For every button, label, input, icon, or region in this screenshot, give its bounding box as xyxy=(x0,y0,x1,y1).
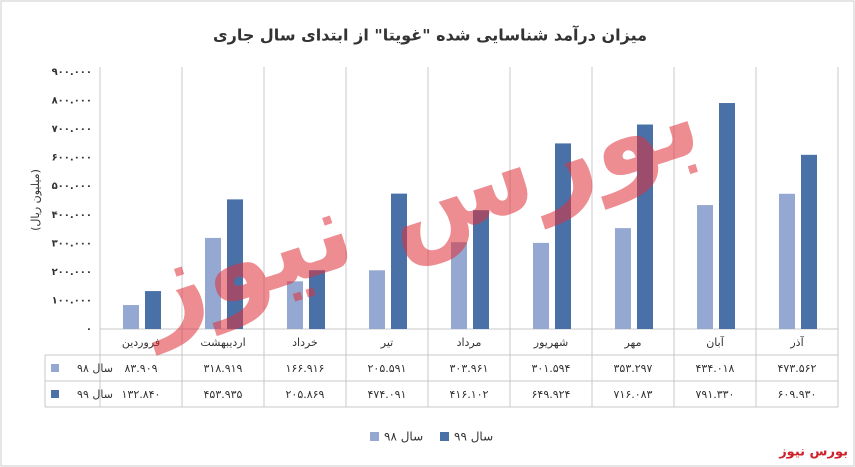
bar xyxy=(719,103,735,330)
table-cell: ۳۵۳.۲۹۷ xyxy=(614,362,653,375)
bar xyxy=(369,270,385,329)
bar xyxy=(205,237,221,329)
y-tick-label: ۸۰۰.۰۰۰ xyxy=(52,96,92,107)
table-row-header: سال ۹۸ xyxy=(77,362,113,375)
bar xyxy=(145,291,161,329)
table-cell: ۴۳۴.۰۱۸ xyxy=(696,362,735,375)
table-cell: ۸۳.۹۰۹ xyxy=(124,362,157,375)
table-cell: ۷۹۱.۳۳۰ xyxy=(696,388,735,401)
table-cell: ۱۳۲.۸۴۰ xyxy=(122,388,161,401)
bar xyxy=(801,154,817,329)
bar xyxy=(391,193,407,329)
table-cell: ۶۰۹.۹۳۰ xyxy=(778,388,817,401)
table-cell: ۳۱۸.۹۱۹ xyxy=(204,362,243,375)
bar xyxy=(779,193,795,329)
category-label: آذر xyxy=(789,335,804,349)
category-label: مهر xyxy=(623,336,641,349)
legend-key xyxy=(370,432,379,441)
table-cell: ۴۷۳.۵۶۲ xyxy=(778,362,817,375)
table-cell: ۴۵۳.۹۳۵ xyxy=(204,388,243,401)
category-label: شهریور xyxy=(533,336,568,349)
category-label: مرداد xyxy=(457,336,482,349)
bar xyxy=(555,143,571,329)
y-tick-label: ۵۰۰.۰۰۰ xyxy=(52,181,92,192)
table-row-header: سال ۹۹ xyxy=(77,388,113,401)
y-tick-label: ۹۰۰.۰۰۰ xyxy=(52,67,92,78)
bar xyxy=(473,210,489,329)
category-label: آبان xyxy=(706,335,724,349)
bar xyxy=(287,281,303,329)
bar xyxy=(123,305,139,329)
category-label: تیر xyxy=(380,336,393,349)
table-cell: ۴۷۴.۰۹۱ xyxy=(368,388,407,401)
bar xyxy=(615,228,631,329)
y-tick-label: ۱۰۰.۰۰۰ xyxy=(52,295,92,306)
bar xyxy=(227,199,243,329)
legend-key xyxy=(440,432,449,441)
bar xyxy=(533,242,549,329)
y-axis-label: (میلیون ریال) xyxy=(29,169,42,231)
bar xyxy=(451,242,467,329)
bar xyxy=(637,124,653,329)
category-label: اردیبهشت xyxy=(200,336,245,349)
table-cell: ۲۰۵.۸۶۹ xyxy=(286,388,325,401)
y-tick-label: ۰ xyxy=(86,324,92,335)
chart-title: میزان درآمد شناسایی شده "غویتا" از ابتدا… xyxy=(213,25,647,45)
table-cell: ۷۱۶.۰۸۳ xyxy=(614,388,653,401)
table-legend-key xyxy=(51,390,59,398)
category-label: فروردین xyxy=(122,336,160,349)
legend-label: سال ۹۸ xyxy=(384,430,423,444)
legend-label: سال ۹۹ xyxy=(454,430,493,444)
bar xyxy=(697,205,713,329)
category-label: خرداد xyxy=(292,336,318,349)
y-tick-label: ۳۰۰.۰۰۰ xyxy=(52,238,92,249)
table-cell: ۳۰۱.۵۹۴ xyxy=(532,362,571,375)
y-tick-label: ۴۰۰.۰۰۰ xyxy=(52,210,92,221)
table-cell: ۳۰۳.۹۶۱ xyxy=(450,362,489,375)
table-legend-key xyxy=(51,364,59,372)
y-tick-label: ۷۰۰.۰۰۰ xyxy=(52,124,92,135)
table-cell: ۱۶۶.۹۱۶ xyxy=(286,362,325,375)
y-tick-label: ۲۰۰.۰۰۰ xyxy=(52,267,92,278)
table-cell: ۴۱۶.۱۰۲ xyxy=(450,388,489,401)
table-cell: ۶۴۹.۹۲۴ xyxy=(532,388,571,401)
source: بورس نیوز xyxy=(778,445,848,460)
y-tick-label: ۶۰۰.۰۰۰ xyxy=(52,153,92,164)
bar xyxy=(309,270,325,329)
table-cell: ۲۰۵.۵۹۱ xyxy=(368,362,407,375)
